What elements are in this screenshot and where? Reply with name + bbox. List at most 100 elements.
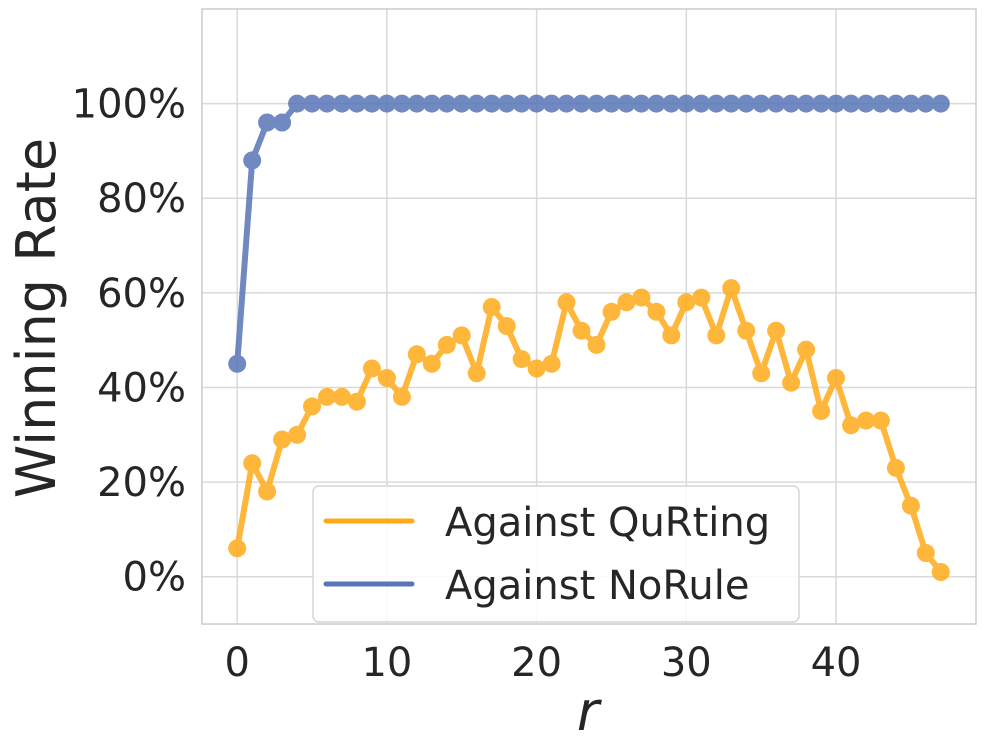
data-point xyxy=(707,326,726,345)
data-point xyxy=(452,94,471,113)
data-point xyxy=(931,94,950,113)
data-point xyxy=(752,364,771,383)
data-point xyxy=(587,94,606,113)
data-point xyxy=(857,94,875,113)
data-point xyxy=(752,94,771,113)
data-point xyxy=(632,288,651,307)
data-point xyxy=(497,94,516,113)
data-point xyxy=(842,416,860,435)
legend: Against QuRting Against NoRule xyxy=(312,485,800,623)
data-point xyxy=(347,94,366,113)
data-point xyxy=(707,94,726,113)
data-point xyxy=(303,397,321,416)
data-point xyxy=(258,482,277,501)
data-point xyxy=(901,94,920,113)
x-tick-label: 20 xyxy=(511,640,562,686)
data-point xyxy=(333,94,351,113)
series-line xyxy=(234,100,944,367)
data-point xyxy=(857,411,875,430)
data-point xyxy=(916,544,935,562)
data-point xyxy=(557,293,576,312)
data-point xyxy=(812,94,831,113)
data-point xyxy=(482,94,501,113)
y-tick-label: 60% xyxy=(97,271,186,317)
data-point xyxy=(437,335,456,354)
data-point xyxy=(812,402,831,421)
data-point xyxy=(362,94,381,113)
data-point xyxy=(467,364,486,383)
data-point xyxy=(228,354,247,373)
y-tick-label: 0% xyxy=(123,555,186,601)
series-layer xyxy=(228,94,950,581)
data-point xyxy=(258,113,277,132)
data-point xyxy=(737,321,756,340)
data-point xyxy=(602,302,621,321)
data-point xyxy=(662,326,681,345)
data-point xyxy=(722,94,741,113)
data-point xyxy=(527,359,546,378)
data-point xyxy=(542,354,561,373)
data-point xyxy=(347,392,366,411)
data-point xyxy=(737,94,756,113)
data-point xyxy=(288,425,307,444)
data-point xyxy=(916,94,935,113)
data-point xyxy=(677,293,696,312)
data-point xyxy=(931,563,950,581)
data-point xyxy=(677,94,696,113)
data-point xyxy=(692,288,711,307)
data-point xyxy=(273,113,292,132)
data-point xyxy=(842,94,860,113)
data-point xyxy=(407,345,426,364)
data-point xyxy=(422,94,441,113)
y-tick-label: 80% xyxy=(97,176,186,222)
data-point xyxy=(901,496,920,515)
tick-labels: 0 10 20 30 40 0% 20% 40% 60% 80% 100% xyxy=(72,82,862,686)
data-point xyxy=(437,94,456,113)
data-point xyxy=(647,302,666,321)
legend-label-qurting: Against QuRting xyxy=(445,500,770,546)
data-point xyxy=(243,454,262,473)
data-point xyxy=(767,94,786,113)
data-point xyxy=(392,94,411,113)
data-point xyxy=(512,350,531,369)
y-tick-label: 100% xyxy=(72,82,186,128)
data-point xyxy=(228,539,247,558)
x-axis-title: r xyxy=(577,680,602,743)
data-point xyxy=(377,369,396,387)
data-point xyxy=(662,94,681,113)
data-point xyxy=(273,430,292,449)
data-point xyxy=(542,94,561,113)
plot-frame xyxy=(201,8,977,625)
data-point xyxy=(647,94,666,113)
data-point xyxy=(333,387,351,406)
data-point xyxy=(797,94,816,113)
data-point xyxy=(692,94,711,113)
data-point xyxy=(587,335,606,354)
data-point xyxy=(527,94,546,113)
data-point xyxy=(557,94,576,113)
data-point xyxy=(407,94,426,113)
data-point xyxy=(362,359,381,378)
data-point xyxy=(617,293,636,312)
data-point xyxy=(572,321,591,340)
data-point xyxy=(797,340,816,359)
data-point xyxy=(827,369,845,387)
data-point xyxy=(318,94,336,113)
data-point xyxy=(886,458,905,477)
data-point xyxy=(782,94,801,113)
data-point xyxy=(871,94,890,113)
series-1 xyxy=(228,94,950,373)
data-point xyxy=(392,387,411,406)
data-point xyxy=(782,373,801,392)
data-point xyxy=(497,317,516,335)
y-tick-label: 20% xyxy=(97,460,186,506)
data-point xyxy=(422,354,441,373)
data-point xyxy=(377,94,396,113)
y-tick-label: 40% xyxy=(97,365,186,411)
data-point xyxy=(632,94,651,113)
data-point xyxy=(512,94,531,113)
data-point xyxy=(482,298,501,316)
data-point xyxy=(572,94,591,113)
data-point xyxy=(602,94,621,113)
